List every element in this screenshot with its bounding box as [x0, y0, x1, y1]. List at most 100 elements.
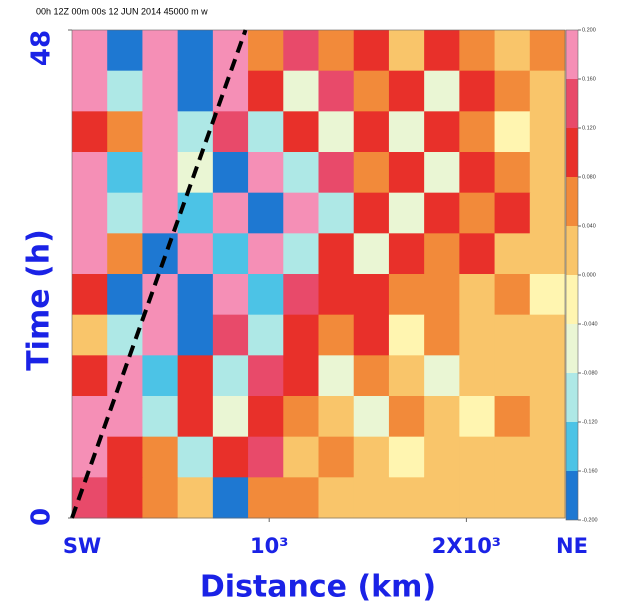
field-cell — [283, 396, 319, 438]
field-cell — [107, 152, 143, 194]
field-cell — [248, 436, 284, 478]
y-tick-label: 48 — [27, 30, 57, 66]
field-cell — [248, 233, 284, 275]
field-cell — [529, 70, 566, 112]
field-cell — [459, 436, 496, 478]
field-cell — [424, 477, 460, 519]
field-cell — [424, 30, 460, 72]
field-cell — [107, 30, 143, 72]
field-cell — [388, 30, 425, 72]
field-cell — [248, 30, 284, 72]
field-cell — [459, 233, 496, 275]
field-cell — [318, 30, 355, 72]
field-cell — [283, 152, 319, 194]
field-cell — [529, 396, 566, 438]
colorbar-label: -0.120 — [582, 419, 598, 425]
field-cell — [72, 436, 108, 478]
field-cell — [424, 396, 460, 438]
field-cell — [318, 477, 355, 519]
field-cell — [494, 30, 531, 72]
y-tick-label: 0 — [27, 508, 57, 526]
field-cell — [459, 152, 496, 194]
field-cell — [248, 477, 284, 519]
field-cell — [494, 314, 531, 356]
field-cell — [388, 436, 425, 478]
field-cell — [388, 152, 425, 194]
field-cell — [72, 314, 108, 356]
field-cell — [72, 192, 108, 234]
field-cell — [107, 477, 143, 519]
field-cell — [283, 30, 319, 72]
field-cell — [142, 436, 179, 478]
field-cell — [142, 70, 179, 112]
field-cell — [459, 274, 496, 316]
colorbar-label: 0.160 — [582, 76, 596, 82]
field-cell — [424, 152, 460, 194]
field-cell — [283, 477, 319, 519]
dashed-line — [70, 29, 248, 519]
x-start-label: SW — [63, 534, 101, 558]
field-cell — [177, 192, 214, 234]
x-tick-label: 2X10³ — [432, 534, 501, 558]
field-cell — [494, 192, 531, 234]
field-cell — [459, 30, 496, 72]
field-cell — [318, 70, 355, 112]
colorbar-label: -0.160 — [582, 468, 598, 474]
field-cell — [424, 314, 460, 356]
field-cell — [529, 30, 566, 72]
field-cell — [459, 477, 496, 519]
field-cell — [142, 274, 179, 316]
field-cell — [388, 274, 425, 316]
colorbar-label: -0.080 — [582, 370, 598, 376]
field-cell — [353, 355, 390, 397]
x-axis-title: Distance (km) — [200, 570, 436, 605]
field-cell — [283, 436, 319, 478]
field-cell — [283, 233, 319, 275]
field-cell — [353, 152, 390, 194]
field-cell — [107, 436, 143, 478]
field-cell — [388, 477, 425, 519]
field-cell — [177, 436, 214, 478]
field-cell — [177, 70, 214, 112]
field-cell — [248, 355, 284, 397]
field-cell — [494, 477, 531, 519]
field-cell — [177, 274, 214, 316]
field-cell — [318, 152, 355, 194]
field-cell — [212, 477, 249, 519]
field-cell — [107, 355, 143, 397]
field-cell — [142, 111, 179, 153]
colorbar-label: 0.120 — [582, 125, 596, 131]
field-cell — [248, 70, 284, 112]
field-cell — [424, 192, 460, 234]
colorbar-label: 0.080 — [582, 174, 596, 180]
field-cell — [388, 233, 425, 275]
field-cell — [212, 192, 249, 234]
field-cell — [459, 111, 496, 153]
field-cell — [72, 274, 108, 316]
colorbar-swatch — [566, 324, 578, 373]
field-cell — [212, 314, 249, 356]
field-cell — [72, 355, 108, 397]
field-cell — [353, 396, 390, 438]
field-cell — [494, 355, 531, 397]
field-cell — [529, 355, 566, 397]
field-cell — [283, 314, 319, 356]
field-cell — [459, 396, 496, 438]
field-cell — [212, 274, 249, 316]
colorbar-swatch — [566, 30, 578, 79]
field-cell — [248, 152, 284, 194]
colorbar-swatch — [566, 275, 578, 324]
field-cell — [529, 314, 566, 356]
field-cell — [494, 111, 531, 153]
x-end-label: NE — [556, 534, 588, 558]
field-cell — [212, 396, 249, 438]
colorbar-label: -0.200 — [582, 517, 598, 523]
field-cell — [529, 192, 566, 234]
colorbar-label: 0.000 — [582, 272, 596, 278]
colorbar-label: 0.200 — [582, 27, 596, 33]
field-cell — [424, 111, 460, 153]
field-cell — [318, 396, 355, 438]
field-cell — [107, 192, 143, 234]
